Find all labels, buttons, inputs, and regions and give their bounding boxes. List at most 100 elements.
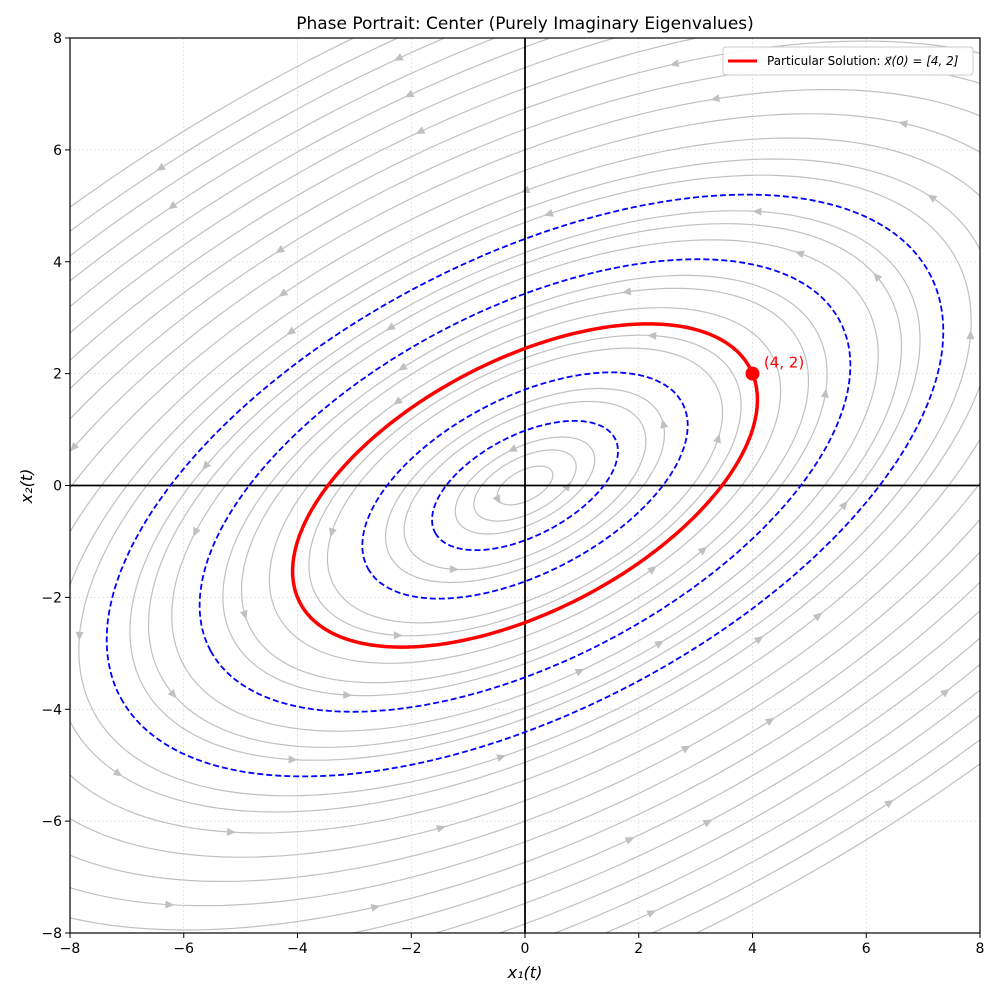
streamline-arrow-icon [226, 827, 236, 836]
streamline [268, 307, 782, 664]
streamline-arrow-icon [193, 526, 201, 537]
x-tick-label: 8 [976, 941, 985, 957]
streamline-arrow-icon [275, 244, 286, 254]
streamline-arrow-icon [404, 89, 415, 98]
x-tick-label: 4 [748, 941, 757, 957]
streamline-arrow-icon [654, 640, 664, 649]
y-tick-label: 6 [53, 143, 62, 159]
streamline-arrow-icon [660, 418, 669, 429]
streamline [129, 210, 921, 761]
streamline [70, 137, 980, 834]
streamline-arrow-icon [167, 688, 177, 699]
x-tick-label: 2 [634, 941, 643, 957]
y-tick-label: −2 [41, 590, 62, 606]
streamline-arrow-icon [812, 612, 823, 622]
streamline-arrow-icon [393, 631, 403, 640]
streamline-arrow-icon [386, 322, 396, 331]
streamline [308, 334, 742, 637]
streamline-arrow-icon [794, 250, 805, 259]
streamline-arrow-icon [167, 201, 178, 210]
x-tick-label: 6 [862, 941, 871, 957]
particular-solution-orbit [290, 322, 760, 649]
legend: Particular Solution: x⃗(0) = [4, 2] [722, 46, 974, 76]
streamline [147, 223, 903, 748]
streamline-arrow-icon [898, 120, 908, 129]
streamline-arrow-icon [278, 288, 289, 297]
streamline-arrow-icon [820, 388, 829, 398]
streamline [70, 64, 980, 907]
streamline [326, 347, 724, 624]
streamline-arrow-icon [75, 631, 84, 641]
streamline-arrow-icon [393, 53, 404, 61]
y-tick-label: 0 [53, 479, 62, 495]
streamline-arrow-icon [884, 799, 894, 809]
zero-axes [70, 38, 980, 933]
x-tick-label: −8 [60, 941, 81, 957]
streamline [385, 387, 665, 584]
streamline-arrow-icon [239, 609, 248, 620]
streamline-arrow-icon [647, 331, 657, 340]
streamline-arrow-icon [436, 824, 446, 833]
streamline-arrow-icon [449, 565, 459, 574]
streamline-arrow-icon [669, 59, 680, 67]
streamline-arrow-icon [112, 768, 123, 777]
streamline-arrow-icon [647, 566, 657, 575]
streamline [222, 274, 828, 697]
dashed-orbit [431, 420, 619, 551]
streamline-arrow-icon [697, 546, 708, 556]
streamline-arrow-icon [574, 668, 585, 677]
streamline-arrow-icon [713, 433, 721, 444]
streamline [78, 174, 972, 797]
legend-label-prefix: Particular Solution: [767, 54, 884, 68]
streamline-arrow-icon [702, 819, 713, 828]
y-tick-label: −4 [41, 702, 62, 718]
streamline-arrow-icon [398, 362, 408, 371]
streamline [403, 400, 647, 571]
orbits [105, 193, 945, 778]
streamline [70, 158, 980, 813]
streamline [240, 287, 810, 684]
streamline-arrow-icon [624, 837, 635, 845]
axis-ticks: −8 −6 −4 −2 0 2 4 6 8 −8 −6 −4 −2 0 2 4 6 8 [41, 31, 984, 957]
y-tick-label: −6 [41, 814, 62, 830]
legend-box [722, 46, 974, 76]
streamline-arrow-icon [288, 755, 298, 764]
streamline-arrow-icon [621, 287, 632, 296]
streamline-arrow-icon [329, 527, 337, 538]
streamline [473, 449, 577, 522]
x-tick-label: −4 [287, 941, 308, 957]
legend-label-vector: x⃗(0) = [4, 2] [883, 54, 958, 68]
streamline [70, 113, 980, 858]
streamline [171, 239, 879, 732]
streamline-arrow-icon [393, 396, 403, 405]
y-tick-label: −8 [41, 926, 62, 942]
streamline-arrow-icon [415, 126, 426, 134]
x-tick-label: −6 [173, 941, 194, 957]
streamline [70, 89, 980, 882]
chart-title: Phase Portrait: Center (Purely Imaginary… [296, 14, 754, 34]
x-tick-label: 0 [521, 941, 530, 957]
streamline-arrow-icon [680, 745, 691, 754]
streamline-arrow-icon [507, 444, 518, 452]
y-tick-label: 2 [53, 367, 62, 383]
streamline [454, 436, 596, 535]
streamline-arrow-icon [543, 209, 554, 217]
streamline-arrow-icon [165, 900, 175, 909]
x-axis-label: x₁(t) [507, 963, 543, 982]
streamline-arrow-icon [873, 272, 883, 283]
streamline-arrow-icon [752, 207, 762, 216]
streamline [70, 40, 980, 931]
streamline-arrow-icon [838, 500, 848, 511]
initial-condition-marker [745, 366, 760, 381]
streamline-arrow-icon [496, 754, 507, 762]
streamline-arrow-icon [966, 330, 975, 340]
y-tick-label: 8 [53, 31, 62, 47]
legend-label: Particular Solution: x⃗(0) = [4, 2] [767, 54, 959, 68]
streamline-arrow-icon [940, 688, 950, 698]
streamline-arrow-icon [710, 94, 721, 103]
dashed-orbit [198, 258, 852, 713]
streamline [496, 465, 554, 506]
streamline-arrow-icon [927, 194, 938, 203]
dashed-orbit [105, 193, 945, 778]
